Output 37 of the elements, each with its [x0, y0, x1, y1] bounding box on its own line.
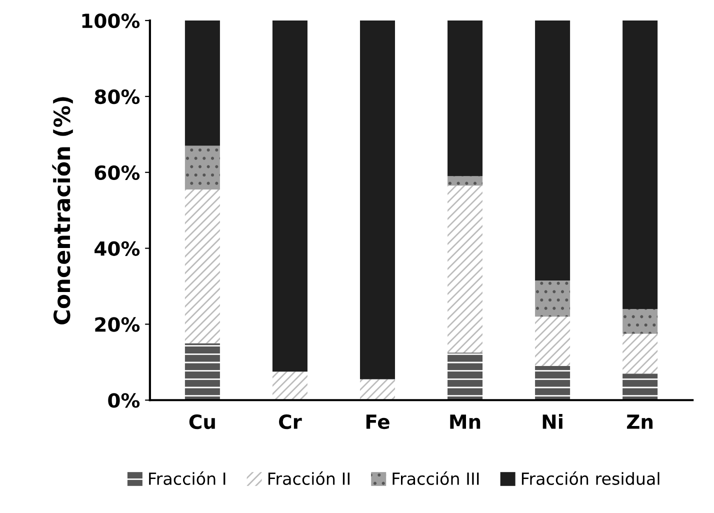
bar [622, 334, 658, 374]
bar [448, 352, 483, 400]
legend-label: Fracción I [149, 471, 226, 485]
y-tick-label: 60% [94, 165, 140, 180]
x-tick-label: Fe [366, 414, 390, 430]
bar [622, 20, 658, 310]
bar [184, 146, 220, 190]
y-tick-label: 0% [108, 393, 140, 408]
legend-label: Fracción III [392, 471, 479, 485]
x-tick-label: Cu [189, 414, 215, 430]
bar [360, 20, 396, 380]
y-tick-label: 80% [94, 89, 140, 104]
bar [535, 280, 570, 317]
bar [448, 176, 483, 186]
bar [535, 366, 570, 400]
legend-label: Fracción II [268, 471, 350, 485]
bar [184, 189, 220, 344]
bar [535, 316, 570, 366]
bar [360, 379, 396, 400]
x-tick-label: Cr [279, 414, 302, 430]
y-tick-label: 100% [82, 13, 140, 28]
bar [622, 374, 658, 400]
bar [272, 20, 308, 372]
bar [184, 343, 220, 400]
y-tick-label: 20% [95, 317, 140, 332]
bar [272, 372, 308, 400]
y-tick-label: 40% [94, 241, 140, 256]
x-tick-label: Mn [450, 414, 480, 429]
bar [622, 309, 658, 334]
bar [448, 20, 483, 176]
bar [448, 186, 483, 353]
y-axis-title: Concentración (%) [52, 97, 73, 324]
x-tick-label: Ni [542, 414, 562, 429]
bar [184, 20, 220, 146]
legend-label: Fracción residual [522, 471, 660, 485]
x-tick-label: Zn [626, 414, 653, 429]
bar [535, 20, 570, 281]
